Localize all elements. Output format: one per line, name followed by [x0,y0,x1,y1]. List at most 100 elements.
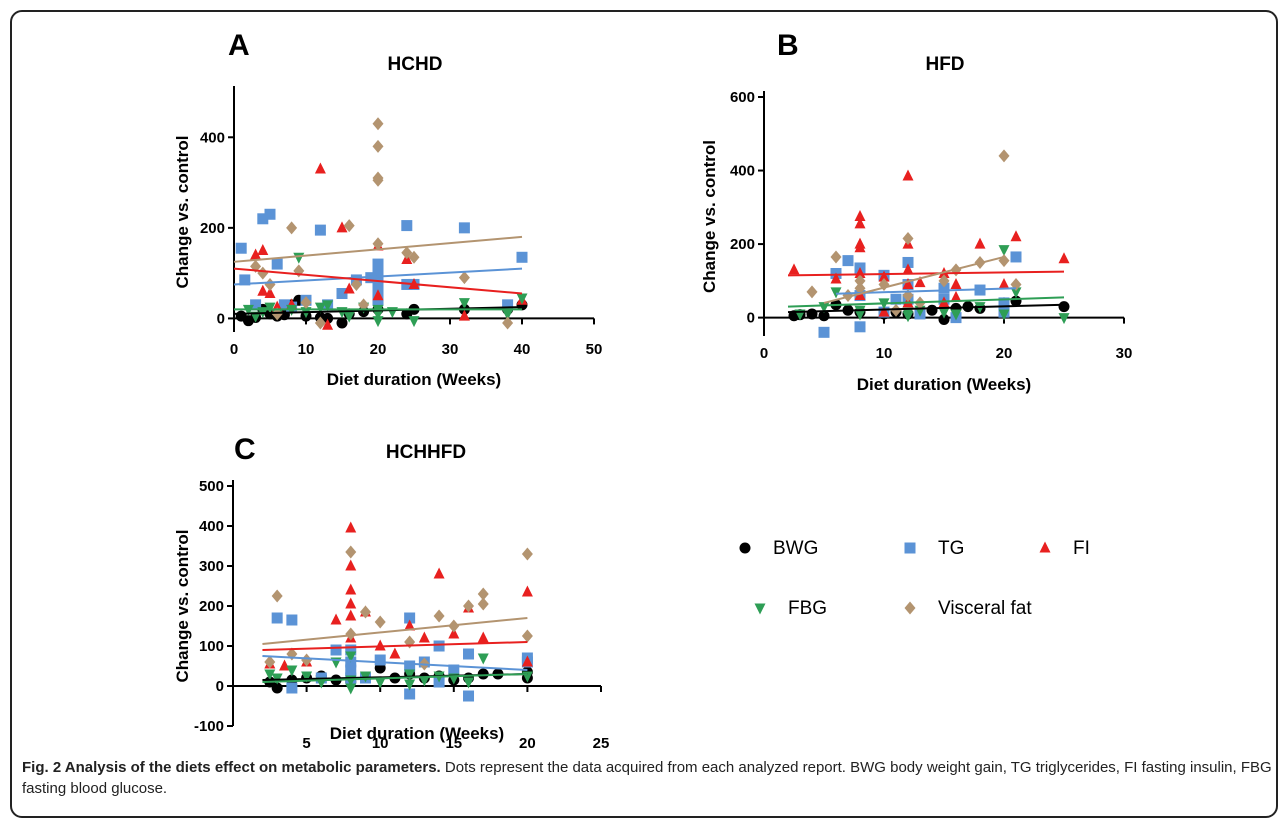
data-point [448,664,460,676]
panel-letter: A [228,29,250,62]
data-point [286,665,298,677]
trend-line [787,303,1065,314]
data-point [818,310,830,322]
data-point [359,605,371,619]
trend-line [787,270,1065,277]
data-point [314,224,326,236]
data-point [458,222,470,234]
data-point [401,220,413,232]
data-point [264,277,276,291]
data-point [902,263,914,275]
x-axis-label: Diet duration (Weeks) [857,375,1031,394]
data-point [890,303,902,317]
data-point [343,282,355,294]
x-tick-label: 30 [442,341,459,358]
data-point [1058,252,1070,264]
data-point [250,248,262,260]
data-point [286,614,298,626]
data-point [502,299,514,311]
data-point [902,311,914,323]
data-point [372,117,384,131]
data-point [322,312,334,324]
data-point [1058,301,1070,313]
y-tick-label: 200 [200,220,225,237]
data-point [293,252,305,264]
legend-label: FI [1073,538,1090,559]
data-point [516,293,528,305]
data-point [854,217,866,229]
figure-caption: Fig. 2 Analysis of the diets effect on m… [22,757,1272,799]
data-point [830,250,842,264]
data-point [914,276,926,288]
x-tick-label: 0 [760,345,768,362]
data-point [998,297,1010,309]
data-point [404,612,416,624]
data-point [938,313,950,325]
data-point [1010,230,1022,242]
legend-marker [754,603,766,615]
legend: BWG TG FI FBG Visceral fat [739,538,1090,619]
data-point [286,221,298,235]
legend-marker [739,542,751,554]
data-point [372,173,384,187]
data-point [404,669,416,681]
x-tick-label: 30 [1116,345,1133,362]
trend-line [262,673,528,683]
data-point [322,300,334,312]
x-tick-label: 40 [514,341,531,358]
data-point [477,597,489,611]
data-point [314,302,326,314]
data-point [477,587,489,601]
data-point [330,613,342,625]
data-point [458,309,470,321]
data-point [264,302,276,314]
y-tick-label: 600 [730,89,755,106]
legend-label: BWG [773,538,818,559]
data-point [345,597,357,609]
legend-label: FBG [788,598,827,619]
data-point [345,559,357,571]
data-point [239,274,251,286]
chart-panel-c: C HCHHFD 5 10 15 20 25 -100 0 100 200 300 400 500 Diet… [173,433,609,752]
y-tick-label: 0 [217,310,225,327]
y-tick-label: 400 [200,129,225,146]
series-visceral-fat [264,545,533,671]
data-point [271,682,283,694]
data-point [433,609,445,623]
data-point [854,309,866,321]
data-point [521,629,533,643]
trend-line [262,655,528,671]
data-point [458,271,470,285]
data-point [271,258,283,270]
data-point [257,243,269,255]
data-point [330,644,342,656]
data-point [264,208,276,220]
x-tick-label: 25 [593,735,610,752]
x-tick-label: 20 [519,735,536,752]
y-axis-label: Change vs. control [173,529,192,682]
data-point [998,254,1010,268]
data-point [1010,287,1022,299]
y-tick-label: -100 [194,718,224,735]
x-tick-label: 5 [302,735,310,752]
data-point [502,309,514,321]
data-point [433,640,445,652]
data-point [336,317,348,329]
data-point [374,615,386,629]
data-point [257,284,269,296]
data-point [372,139,384,153]
data-point [235,242,247,254]
data-point [521,547,533,561]
data-point [264,669,276,681]
caption-title: Fig. 2 Analysis of the diets effect on m… [22,759,441,776]
data-point [458,298,470,310]
data-point [974,237,986,249]
data-point [372,237,384,251]
legend-label: Visceral fat [938,598,1032,619]
data-point [433,567,445,579]
data-point [286,682,298,694]
data-point [477,653,489,665]
trend-line [233,267,523,295]
data-point [854,241,866,253]
